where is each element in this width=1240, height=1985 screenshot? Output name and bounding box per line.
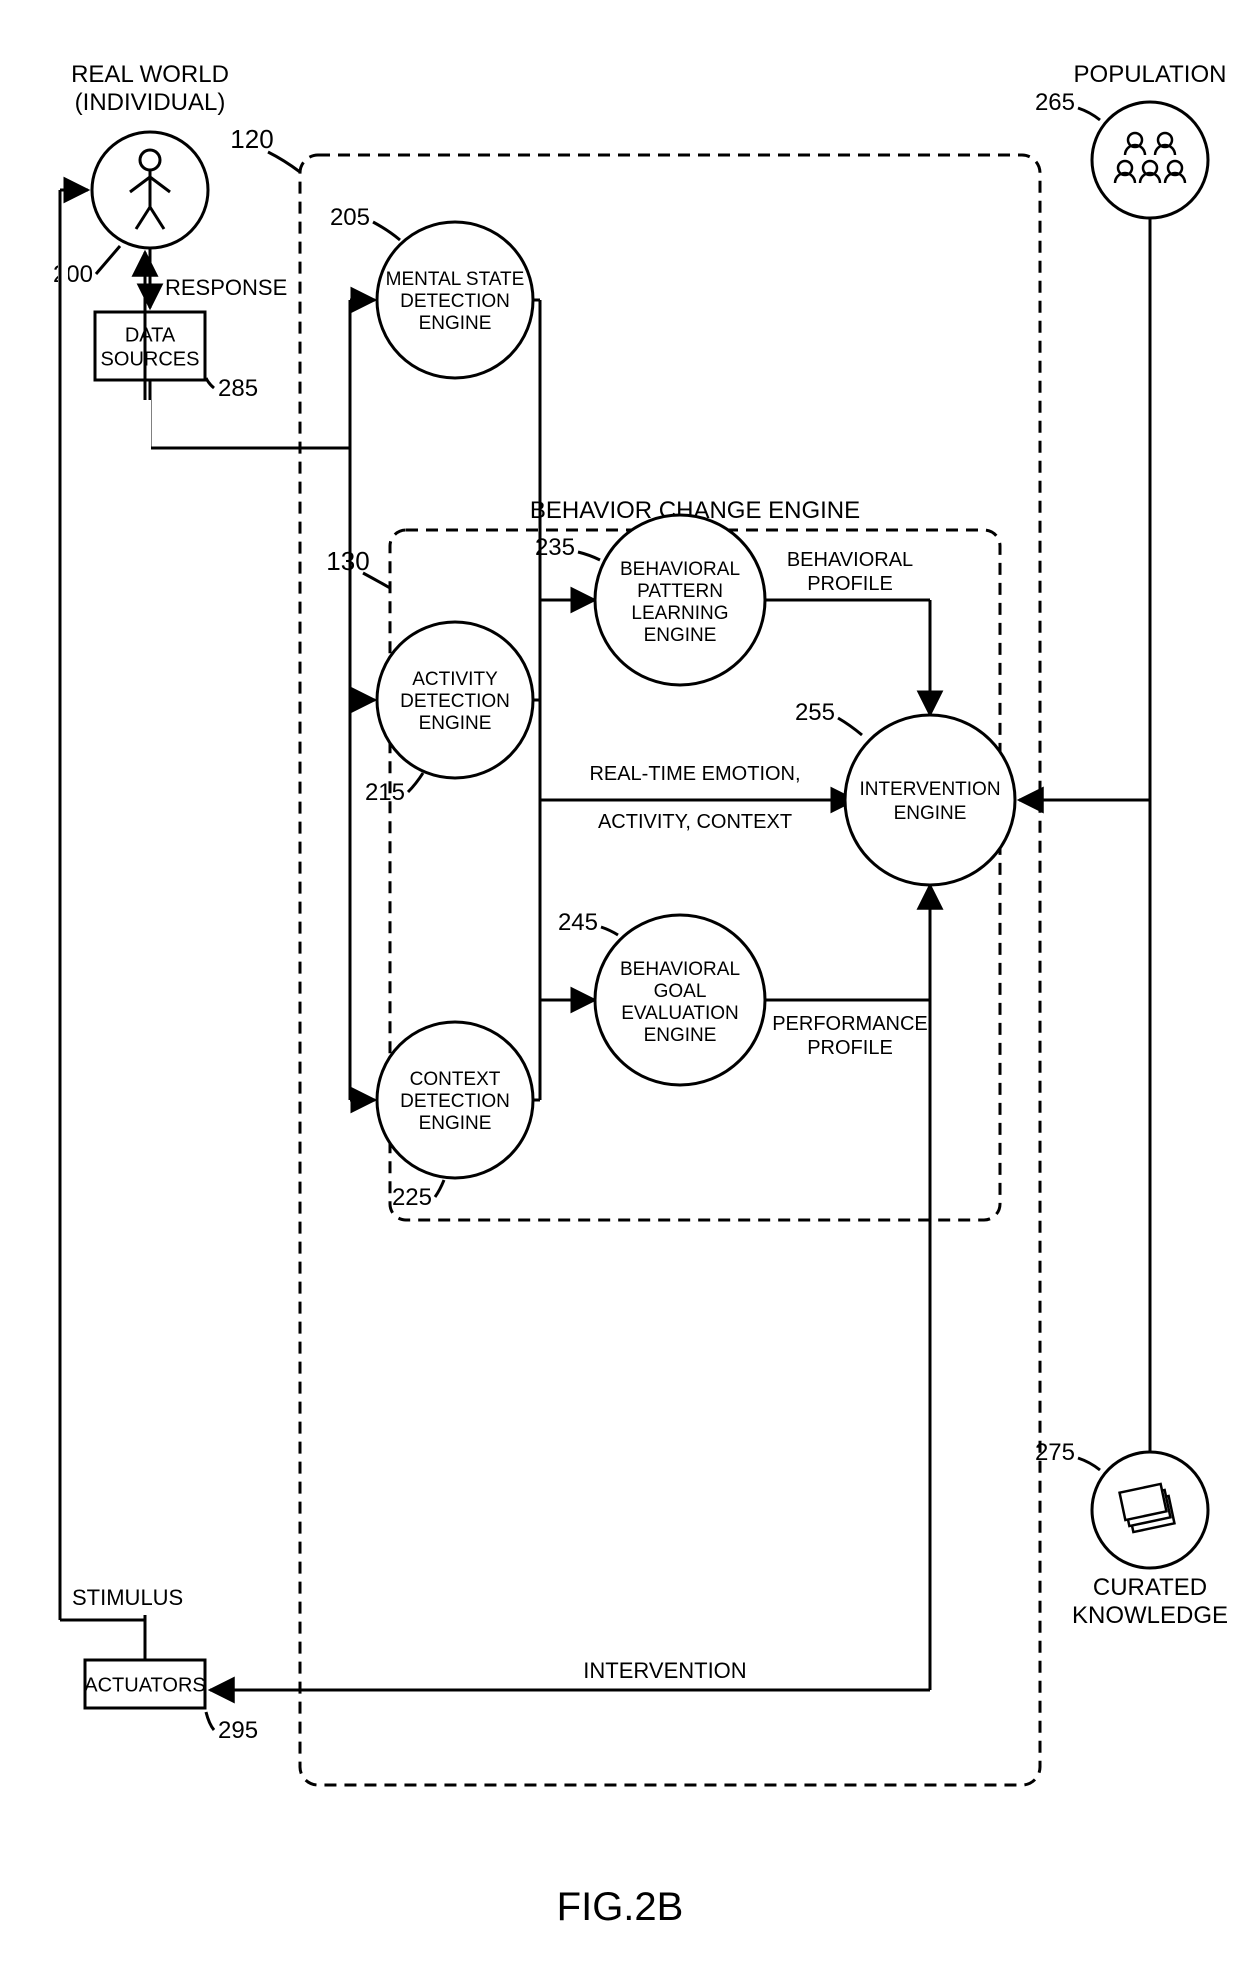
ref-pattern: 235 [535,534,575,561]
ref-mental-state: 205 [330,204,370,231]
beh-profile-1: BEHAVIORAL [787,549,913,571]
svg-text:DATA: DATA [125,324,176,346]
ref-goal: 245 [558,909,598,936]
svg-text:ENGINE: ENGINE [644,1025,717,1046]
svg-text:ENGINE: ENGINE [419,1113,492,1134]
ref-actuators: 295 [218,1717,258,1744]
ref-curated: 275 [1035,1439,1075,1466]
svg-text:DETECTION: DETECTION [400,291,510,312]
perf-profile-1: PERFORMANCE [772,1013,928,1035]
svg-text:PATTERN: PATTERN [637,581,723,602]
svg-text:SOURCES: SOURCES [101,348,200,370]
svg-text:DETECTION: DETECTION [400,691,510,712]
ref-context: 225 [392,1184,432,1211]
svg-text:ACTUATORS: ACTUATORS [84,1674,206,1696]
svg-text:ENGINE: ENGINE [644,625,717,646]
svg-text:LEARNING: LEARNING [631,603,728,624]
stimulus-label: STIMULUS [72,1585,183,1610]
curated-label-2: KNOWLEDGE [1072,1602,1228,1629]
realtime-label-1: REAL-TIME EMOTION, [589,763,800,785]
ref-population: 265 [1035,89,1075,116]
svg-text:INTERVENTION: INTERVENTION [859,779,1000,800]
svg-text:BEHAVIORAL: BEHAVIORAL [620,559,740,580]
figure-caption: FIG.2B [557,1885,684,1929]
curated-label-1: CURATED [1093,1574,1207,1601]
svg-text:ACTIVITY: ACTIVITY [412,669,498,690]
ref-outer: 120 [230,124,273,154]
svg-text:MENTAL STATE: MENTAL STATE [386,269,525,290]
ref-activity: 215 [365,779,405,806]
population-label: POPULATION [1074,61,1227,88]
ref-intervention: 255 [795,699,835,726]
realtime-label-2: ACTIVITY, CONTEXT [598,811,792,833]
svg-text:REAL WORLD: REAL WORLD [71,61,229,88]
svg-text:(INDIVIDUAL): (INDIVIDUAL) [75,89,226,116]
svg-text:CONTEXT: CONTEXT [410,1069,501,1090]
ref-data-sources: 285 [218,375,258,402]
svg-text:ENGINE: ENGINE [419,713,492,734]
beh-profile-2: PROFILE [807,573,893,595]
svg-text:GOAL: GOAL [654,981,707,1002]
ref-inner: 130 [326,546,369,576]
svg-text:BEHAVIORAL: BEHAVIORAL [620,959,740,980]
svg-text:DETECTION: DETECTION [400,1091,510,1112]
svg-text:ENGINE: ENGINE [419,313,492,334]
response-label: RESPONSE [165,275,287,300]
svg-text:EVALUATION: EVALUATION [621,1003,739,1024]
behavior-change-diagram: 120 BEHAVIOR CHANGE ENGINE 130 REAL WORL… [0,0,1240,1985]
intervention-edge-label: INTERVENTION [583,1658,746,1683]
perf-profile-2: PROFILE [807,1037,893,1059]
svg-text:ENGINE: ENGINE [894,803,967,824]
